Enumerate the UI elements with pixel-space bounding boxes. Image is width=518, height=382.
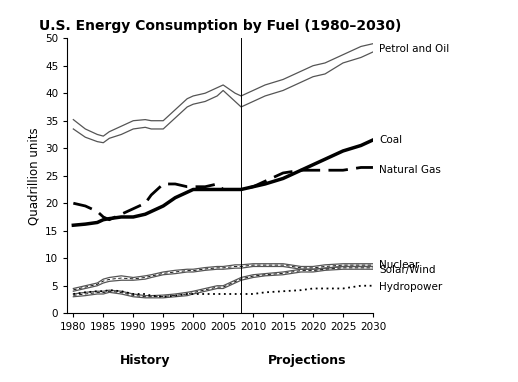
Text: Petrol and Oil: Petrol and Oil bbox=[379, 44, 449, 54]
Text: Coal: Coal bbox=[379, 135, 402, 145]
Text: Solar/Wind: Solar/Wind bbox=[379, 265, 436, 275]
Title: U.S. Energy Consumption by Fuel (1980–2030): U.S. Energy Consumption by Fuel (1980–20… bbox=[39, 19, 401, 33]
Y-axis label: Quadrillion units: Quadrillion units bbox=[28, 127, 41, 225]
Text: History: History bbox=[120, 354, 170, 367]
Text: Nuclear: Nuclear bbox=[379, 259, 419, 270]
Text: Natural Gas: Natural Gas bbox=[379, 165, 441, 175]
Text: Hydropower: Hydropower bbox=[379, 282, 442, 292]
Text: Projections: Projections bbox=[268, 354, 347, 367]
